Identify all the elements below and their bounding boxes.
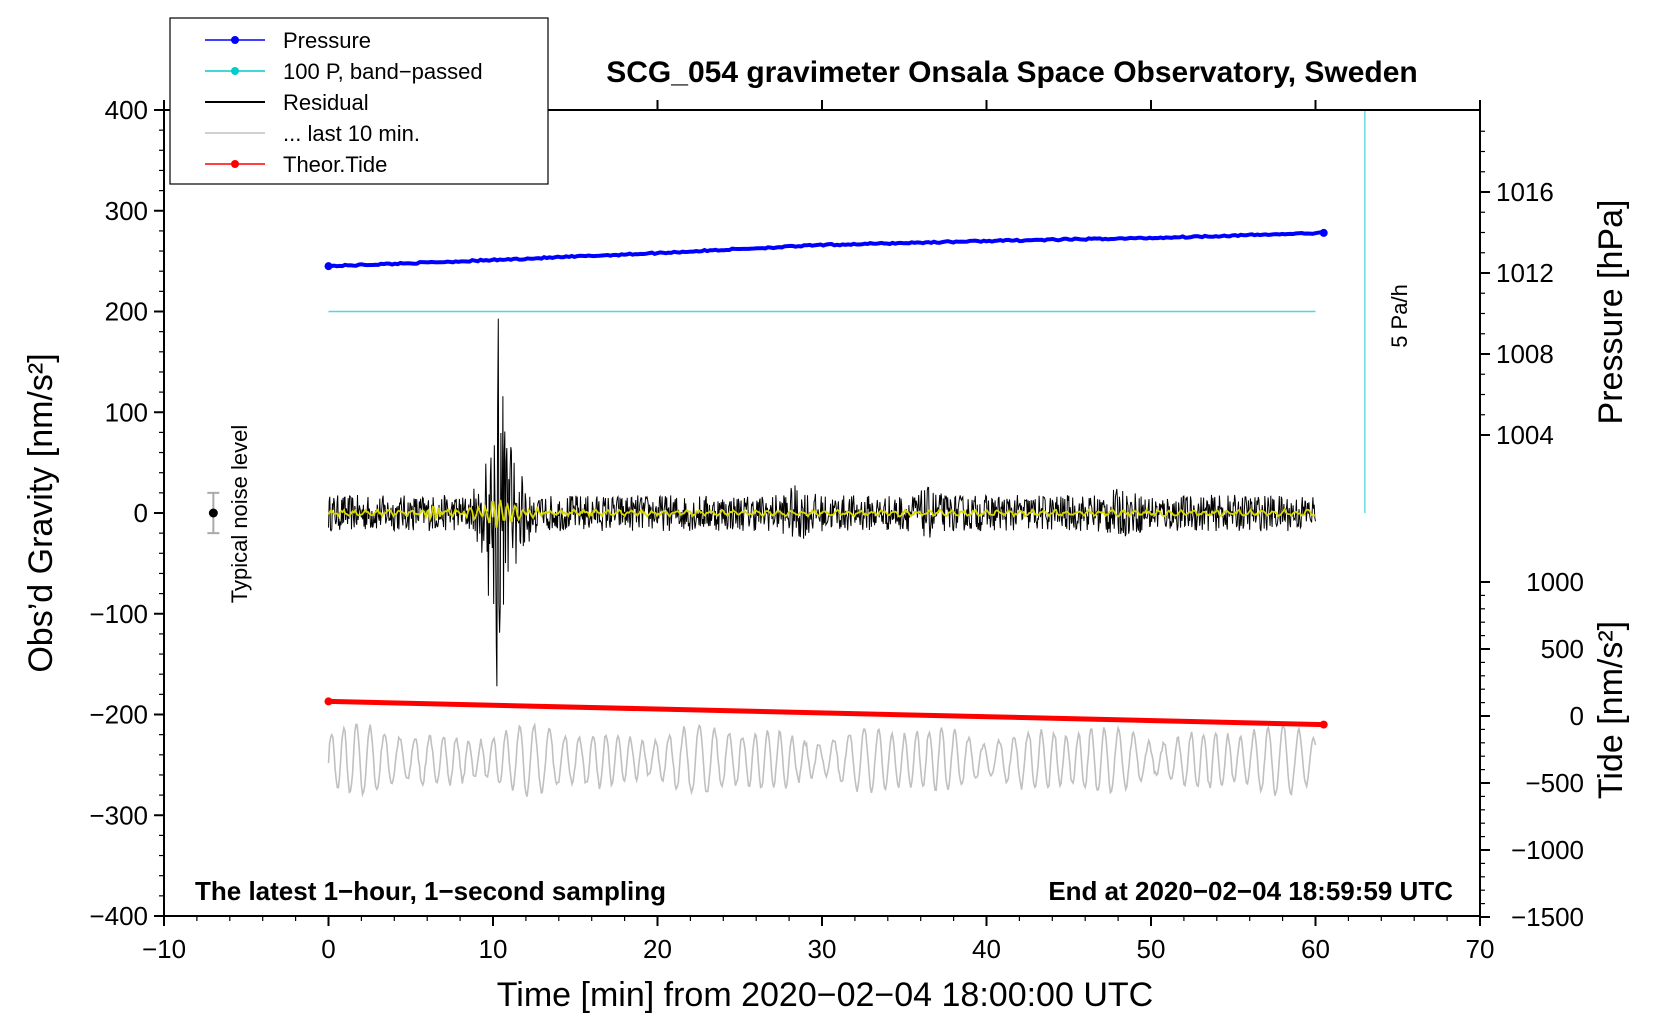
annotation-end-time: End at 2020−02−04 18:59:59 UTC (1048, 876, 1453, 906)
tide-tick-label: −1000 (1511, 835, 1584, 865)
x-tick-label: 40 (972, 934, 1001, 964)
x-axis-title: Time [min] from 2020−02−04 18:00:00 UTC (497, 976, 1153, 1014)
y-tick-label: −400 (89, 901, 148, 931)
x-tick-label: 60 (1301, 934, 1330, 964)
legend-label: Theor.Tide (283, 152, 387, 177)
series-theor-tide (328, 698, 1324, 728)
y-axis-title-left-main: Obs’d Gravity [nm/s²] (22, 353, 60, 672)
y-tick-label: −200 (89, 700, 148, 730)
legend-items: Pressure 100 P, band−passed Residual ... la… (205, 28, 483, 177)
pressure-tick-label: 1012 (1496, 258, 1554, 288)
y-tick-label: 300 (105, 196, 148, 226)
x-tick-label: −10 (142, 934, 186, 964)
plot-content (207, 110, 1366, 798)
pressure-tick-label: 1008 (1496, 339, 1554, 369)
rate-label: 5 Pa/h (1387, 284, 1412, 348)
tide-end-marker (1319, 720, 1328, 729)
pressure-tick-label: 1016 (1496, 177, 1554, 207)
legend: Pressure 100 P, band−passed Residual ... la… (169, 17, 549, 185)
noise-label: Typical noise level (227, 425, 252, 604)
y-tick-label: −100 (89, 599, 148, 629)
x-tick-label: 0 (321, 934, 335, 964)
series-last-10-min (327, 722, 1317, 798)
tide-start-marker (324, 697, 333, 706)
y-axis-title-tide: Tide [nm/s²] (1592, 621, 1630, 799)
x-tick-label: 10 (479, 934, 508, 964)
y-tick-label: 200 (105, 297, 148, 327)
y-axis-title-pressure: Pressure [hPa] (1592, 200, 1630, 425)
pressure-tick-label: 1004 (1496, 420, 1554, 450)
y-tick-label: 400 (105, 95, 148, 125)
series-residual-filtered (327, 499, 1317, 528)
legend-marker (231, 36, 239, 44)
x-tick-label: 50 (1137, 934, 1166, 964)
pressure-start-marker (324, 262, 333, 271)
x-tick-label: 30 (808, 934, 837, 964)
series-pressure (327, 230, 1324, 269)
legend-label: 100 P, band−passed (283, 59, 483, 84)
tide-tick-label: −500 (1525, 768, 1584, 798)
annotation-sampling: The latest 1−hour, 1−second sampling (195, 876, 666, 906)
tide-tick-label: 0 (1570, 701, 1584, 731)
legend-label: Residual (283, 90, 369, 115)
legend-label: ... last 10 min. (283, 121, 420, 146)
axis-ticks: −10 0 10 20 30 40 50 60 704003002001000−100−200−… (89, 95, 1584, 964)
chart-title: SCG_054 gravimeter Onsala Space Observat… (606, 56, 1418, 89)
noise-bar-point (208, 508, 218, 518)
y-tick-label: −300 (89, 800, 148, 830)
series-residual (328, 318, 1316, 687)
y-tick-label: 0 (134, 498, 148, 528)
y-axis-title-left: Obs’d Gravity [nm/s²] (22, 353, 60, 672)
y-tick-label: 100 (105, 397, 148, 427)
pressure-end-marker (1319, 228, 1328, 237)
legend-label: Pressure (283, 28, 371, 53)
legend-marker (231, 67, 239, 75)
legend-marker (231, 160, 239, 168)
tide-tick-label: −1500 (1511, 902, 1584, 932)
x-tick-label: 70 (1466, 934, 1495, 964)
tide-tick-label: 500 (1541, 634, 1584, 664)
x-tick-label: 20 (643, 934, 672, 964)
tide-tick-label: 1000 (1526, 567, 1584, 597)
